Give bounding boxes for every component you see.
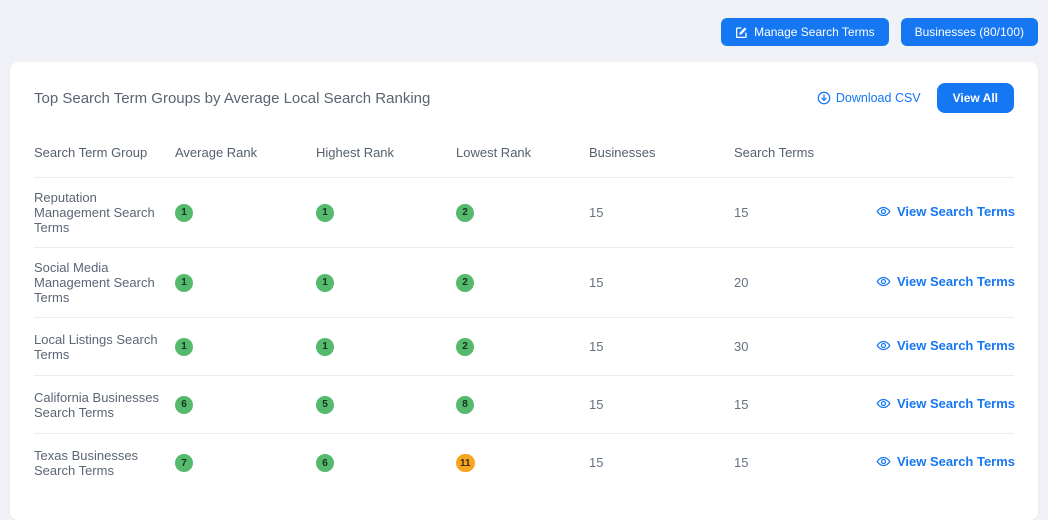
average-rank-badge: 7 <box>175 454 193 472</box>
column-header-search-term-group: Search Term Group <box>34 131 175 178</box>
table-header-row: Search Term Group Average Rank Highest R… <box>34 131 1014 178</box>
download-csv-link[interactable]: Download CSV <box>817 91 921 105</box>
search-term-groups-card: Top Search Term Groups by Average Local … <box>10 62 1038 520</box>
table-row: Social Media Management Search Terms 1 1… <box>34 247 1015 318</box>
view-search-terms-label: View Search Terms <box>897 273 1016 289</box>
eye-icon <box>876 274 891 289</box>
highest-rank-badge: 1 <box>316 337 334 356</box>
edit-icon <box>735 26 748 39</box>
view-search-terms-link[interactable]: View Search Terms <box>876 204 1015 219</box>
average-rank-cell: 1 <box>175 317 316 376</box>
table-row: Local Listings Search Terms 1 1 2 15 30 … <box>34 317 1015 376</box>
average-rank-cell: 1 <box>175 177 316 248</box>
businesses-cell: 15 <box>589 455 604 471</box>
search-terms-cell: 30 <box>734 317 876 376</box>
view-all-button[interactable]: View All <box>936 83 1014 113</box>
eye-icon <box>876 204 891 219</box>
search-term-group-cell: Social Media Management Search Terms <box>34 247 175 318</box>
highest-rank-cell: 6 <box>316 434 456 492</box>
card-header: Top Search Term Groups by Average Local … <box>34 62 1014 131</box>
manage-search-terms-label: Manage Search Terms <box>754 25 875 39</box>
highest-rank-cell: 1 <box>316 247 456 318</box>
highest-rank-cell: 1 <box>316 317 456 376</box>
businesses-cell: 15 <box>589 375 734 434</box>
businesses-cell: 15 <box>589 177 734 248</box>
lowest-rank-cell: 2 <box>456 247 589 318</box>
average-rank-cell: 1 <box>175 247 316 318</box>
table-row: California Businesses Search Terms 6 5 8… <box>34 375 1015 434</box>
search-term-group-cell: Local Listings Search Terms <box>34 317 175 376</box>
actions-cell: View Search Terms <box>876 434 1015 492</box>
average-rank-badge: 6 <box>175 395 193 414</box>
view-search-terms-label: View Search Terms <box>897 203 1016 219</box>
search-term-group-cell: Reputation Management Search Terms <box>34 177 175 248</box>
column-header-actions <box>876 131 1014 178</box>
businesses-button-label: Businesses (80/100) <box>914 25 1024 39</box>
search-terms-cell: 20 <box>734 247 876 318</box>
search-terms-cell: 15 <box>734 375 876 434</box>
highest-rank-cell: 1 <box>316 177 456 248</box>
view-search-terms-link[interactable]: View Search Terms <box>876 338 1015 353</box>
lowest-rank-badge: 2 <box>456 203 474 222</box>
lowest-rank-cell: 8 <box>456 375 589 434</box>
view-search-terms-label: View Search Terms <box>897 453 1016 469</box>
actions-cell: View Search Terms <box>876 317 1015 376</box>
view-search-terms-link[interactable]: View Search Terms <box>876 396 1015 411</box>
download-circle-icon <box>817 91 831 105</box>
average-rank-cell: 7 <box>175 434 316 492</box>
card-actions: Download CSV View All <box>817 83 1014 113</box>
eye-icon <box>876 338 891 353</box>
table-row: Reputation Management Search Terms 1 1 2… <box>34 177 1015 248</box>
column-header-search-terms: Search Terms <box>734 131 876 178</box>
search-terms-cell: 15 <box>734 177 876 248</box>
column-header-average-rank: Average Rank <box>175 131 316 178</box>
download-csv-label: Download CSV <box>835 91 921 105</box>
actions-cell: View Search Terms <box>876 375 1015 434</box>
table-row: Texas Businesses Search Terms 7 6 11 15 … <box>34 434 1015 492</box>
lowest-rank-cell: 11 <box>456 434 589 492</box>
page: Manage Search Terms Businesses (80/100) … <box>10 16 1038 520</box>
search-term-groups-table: Search Term Group Average Rank Highest R… <box>34 131 1015 492</box>
highest-rank-badge: 1 <box>316 273 334 292</box>
average-rank-badge: 1 <box>175 203 193 222</box>
highest-rank-cell: 5 <box>316 375 456 434</box>
top-toolbar: Manage Search Terms Businesses (80/100) <box>10 16 1038 62</box>
actions-cell: View Search Terms <box>876 247 1015 318</box>
view-search-terms-label: View Search Terms <box>897 337 1016 353</box>
column-header-lowest-rank: Lowest Rank <box>456 131 589 178</box>
lowest-rank-badge: 2 <box>456 273 474 292</box>
lowest-rank-badge: 2 <box>456 337 474 356</box>
view-search-terms-link[interactable]: View Search Terms <box>876 274 1015 289</box>
businesses-cell: 15 <box>589 247 734 318</box>
column-header-businesses: Businesses <box>589 131 734 178</box>
view-search-terms-label: View Search Terms <box>897 395 1016 411</box>
lowest-rank-cell: 2 <box>456 317 589 376</box>
average-rank-badge: 1 <box>175 337 193 356</box>
search-term-group-cell: Texas Businesses Search Terms <box>34 447 139 478</box>
eye-icon <box>876 396 891 411</box>
card-title: Top Search Term Groups by Average Local … <box>34 89 431 107</box>
average-rank-cell: 6 <box>175 375 316 434</box>
eye-icon <box>876 454 891 469</box>
column-header-highest-rank: Highest Rank <box>316 131 456 178</box>
businesses-cell: 15 <box>589 317 734 376</box>
search-terms-cell: 15 <box>734 455 749 471</box>
businesses-button[interactable]: Businesses (80/100) <box>900 18 1038 46</box>
lowest-rank-badge: 8 <box>456 395 474 414</box>
highest-rank-badge: 5 <box>316 395 334 414</box>
highest-rank-badge: 6 <box>316 454 334 472</box>
view-search-terms-link[interactable]: View Search Terms <box>876 454 1015 469</box>
search-term-group-cell: California Businesses Search Terms <box>34 375 175 434</box>
highest-rank-badge: 1 <box>316 203 334 222</box>
lowest-rank-cell: 2 <box>456 177 589 248</box>
actions-cell: View Search Terms <box>876 177 1015 248</box>
lowest-rank-badge: 11 <box>456 454 475 472</box>
manage-search-terms-button[interactable]: Manage Search Terms <box>721 18 889 46</box>
average-rank-badge: 1 <box>175 273 193 292</box>
